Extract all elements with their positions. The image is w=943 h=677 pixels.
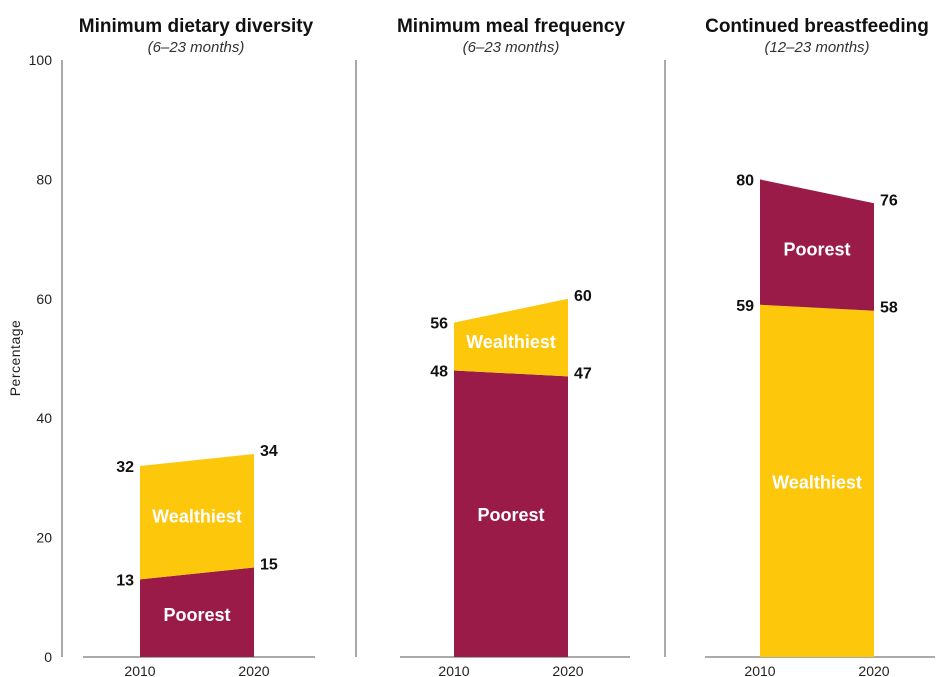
panel-3-title: Continued breastfeeding	[705, 16, 929, 37]
panel-3-value-label: 58	[880, 300, 898, 317]
panel-3-label-wealthiest: Wealthiest	[772, 472, 862, 492]
panel-2-value-label: 47	[574, 365, 592, 382]
panel-1-value-label: 32	[116, 459, 134, 476]
panel-3-x-tick-label: 2010	[744, 663, 775, 677]
panel-2-band-poorest	[454, 370, 568, 657]
y-tick-label: 80	[36, 171, 52, 187]
panel-1-band-wealthiest	[140, 454, 254, 580]
panel-3-value-label: 80	[736, 172, 754, 189]
panel-3-band-poorest	[760, 179, 874, 311]
panel-1-label-wealthiest: Wealthiest	[152, 507, 242, 527]
panel-1-value-label: 15	[260, 556, 278, 573]
y-tick-label: 0	[44, 649, 52, 665]
y-tick-label: 40	[36, 410, 52, 426]
panel-1-value-label: 34	[260, 443, 278, 460]
panel-2-x-tick-label: 2010	[438, 663, 469, 677]
panel-3-value-label: 59	[736, 298, 754, 315]
panel-3-label-poorest: Poorest	[783, 240, 850, 260]
y-tick-label: 100	[29, 52, 53, 68]
panel-2-title: Minimum meal frequency	[397, 16, 625, 37]
panel-3-x-tick-label: 2020	[858, 663, 889, 677]
panel-1-band-poorest	[140, 567, 254, 657]
panel-2-value-label: 48	[430, 363, 448, 380]
panel-2-band-wealthiest	[454, 298, 568, 377]
panel-2-value-label: 60	[574, 288, 592, 305]
panel-2-subtitle: (6–23 months)	[463, 39, 560, 56]
panel-1-value-label: 13	[116, 572, 134, 589]
panel-3-value-label: 76	[880, 192, 898, 209]
panel-2-value-label: 56	[430, 316, 448, 333]
panel-1-title: Minimum dietary diversity	[79, 16, 314, 37]
panel-3-band-wealthiest	[760, 304, 874, 657]
panel-2-label-poorest: Poorest	[477, 505, 544, 525]
panel-1-x-tick-label: 2010	[124, 663, 155, 677]
panel-3-subtitle: (12–23 months)	[764, 39, 869, 56]
panel-2-x-tick-label: 2020	[552, 663, 583, 677]
y-axis-label: Percentage	[7, 320, 23, 397]
y-tick-label: 20	[36, 530, 52, 546]
panel-1-subtitle: (6–23 months)	[148, 39, 245, 56]
y-tick-label: 60	[36, 291, 52, 307]
panel-2-label-wealthiest: Wealthiest	[466, 332, 556, 352]
panel-1-x-tick-label: 2020	[238, 663, 269, 677]
panel-1-label-poorest: Poorest	[163, 605, 230, 625]
